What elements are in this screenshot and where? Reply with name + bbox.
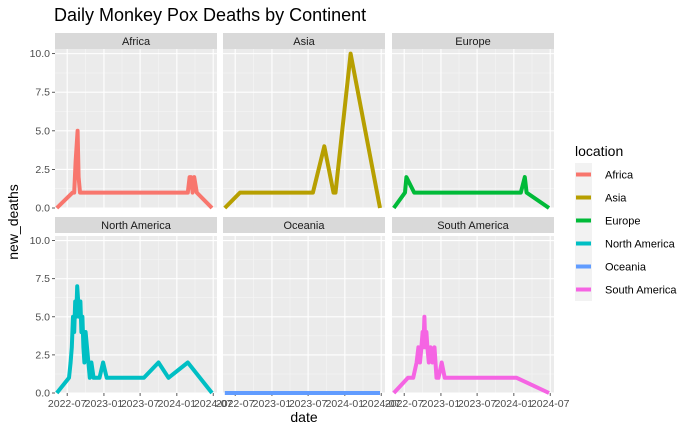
facet-africa-strip-label: Africa [122, 36, 151, 48]
facet-oceania-strip-label: Oceania [284, 220, 326, 232]
x-tick-label: 2023-01 [422, 398, 461, 410]
x-tick-label: 2023-07 [121, 398, 160, 410]
y-tick-label: 2.5 [35, 164, 50, 176]
facet-africa: Africa 0.0 2.5 5.0 7.5 10.0 [30, 33, 217, 215]
y-tick-label: 0.0 [35, 203, 50, 215]
legend-title: location [575, 143, 623, 159]
facet-asia-strip-label: Asia [293, 36, 315, 48]
y-axis-title: new_deaths [5, 184, 21, 260]
legend-item-south-america: South America [575, 278, 677, 301]
legend-label-oceania: Oceania [605, 262, 647, 274]
x-tick-label: 2023-01 [85, 398, 124, 410]
legend: location Africa Asia Europe North America Oc… [575, 143, 677, 301]
legend-item-europe: Europe [575, 209, 640, 232]
y-tick-label: 7.5 [35, 87, 50, 99]
chart-title: Daily Monkey Pox Deaths by Continent [54, 5, 366, 25]
legend-item-africa: Africa [575, 163, 634, 186]
series-line-south-america [392, 314, 550, 395]
legend-label-north-america: North America [605, 239, 676, 251]
legend-label-europe: Europe [605, 216, 640, 228]
legend-label-asia: Asia [605, 193, 627, 205]
facet-oceania: Oceania 2022-072023-012023-072024-012024-… [216, 217, 401, 410]
y-tick-label: 0.0 [35, 388, 50, 400]
x-tick-label: 2022-07 [385, 398, 424, 410]
facet-asia: Asia [223, 33, 385, 210]
y-tick-label: 5.0 [35, 125, 50, 137]
x-tick-label: 2024-07 [194, 398, 233, 410]
x-tick-label: 2023-07 [458, 398, 497, 410]
y-tick-label: 2.5 [35, 349, 50, 361]
legend-label-africa: Africa [605, 170, 634, 182]
y-tick-label: 5.0 [35, 311, 50, 323]
facet-europe-strip [392, 33, 554, 49]
series-line-africa [55, 128, 214, 210]
y-tick-label: 7.5 [35, 273, 50, 285]
series-line-asia [223, 51, 382, 210]
facet-europe-strip-label: Europe [455, 36, 490, 48]
facet-oceania-strip [223, 217, 385, 233]
x-tick-label: 2024-01 [158, 398, 197, 410]
facet-panels: Africa 0.0 2.5 5.0 7.5 10.0 Asia Europe North Am… [30, 33, 570, 410]
facet-south-america: South America2022-072023-012023-072024-0… [385, 217, 570, 410]
y-tick-label: 10.0 [30, 235, 51, 247]
x-tick-label: 2024-07 [362, 398, 401, 410]
facet-africa-strip [55, 33, 217, 49]
facet-south-america-strip-label: South America [437, 220, 509, 232]
x-tick-label: 2022-07 [216, 398, 255, 410]
x-axis-title: date [290, 409, 317, 425]
facet-europe: Europe [392, 33, 554, 210]
facet-north-america: North America0.02.55.07.510.02022-072023… [30, 217, 233, 410]
facet-asia-strip [223, 33, 385, 49]
legend-item-oceania: Oceania [575, 255, 647, 278]
legend-item-asia: Asia [575, 186, 627, 209]
facet-north-america-strip [55, 217, 217, 233]
series-line-europe [392, 175, 551, 210]
x-tick-label: 2023-07 [289, 398, 328, 410]
y-tick-label: 10.0 [30, 48, 51, 60]
facet-asia-panel [223, 49, 385, 208]
facet-north-america-strip-label: North America [101, 220, 172, 232]
legend-label-south-america: South America [605, 285, 677, 297]
x-tick-label: 2022-07 [48, 398, 87, 410]
x-tick-label: 2024-01 [495, 398, 534, 410]
x-tick-label: 2024-01 [326, 398, 365, 410]
legend-item-north-america: North America [575, 232, 676, 255]
x-tick-label: 2024-07 [531, 398, 570, 410]
series-line-north-america [55, 284, 214, 395]
facet-oceania-panel [223, 236, 385, 393]
facet-south-america-strip [392, 217, 554, 233]
x-tick-label: 2023-01 [253, 398, 292, 410]
facet-south-america-panel [392, 236, 554, 393]
